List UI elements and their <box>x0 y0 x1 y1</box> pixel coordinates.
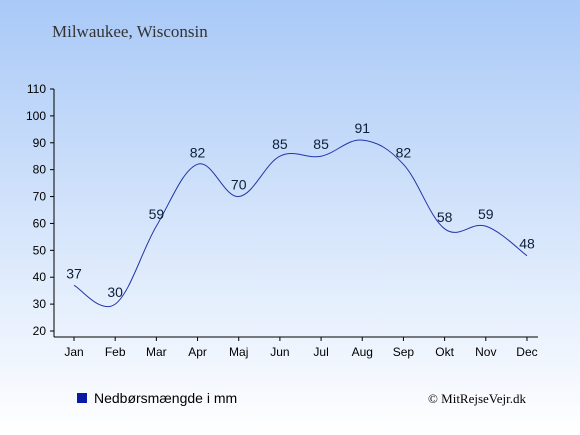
x-tick-label: Jan <box>64 345 83 359</box>
data-point <box>525 254 528 257</box>
series-line <box>73 139 528 307</box>
x-tick-label: Jun <box>270 345 289 359</box>
data-point <box>320 155 323 158</box>
x-tick-label: Mar <box>146 345 167 359</box>
data-point <box>155 225 158 228</box>
x-ticks: Jan Feb Mar Apr Maj Jun Jul Aug Sep Okt Nov Dec <box>64 337 538 359</box>
x-tick-label: Okt <box>435 345 454 359</box>
x-tick-label: Maj <box>229 345 248 359</box>
y-tick-label: 100 <box>26 109 46 123</box>
y-tick-label: 70 <box>33 190 47 204</box>
data-point <box>402 163 405 166</box>
legend-swatch <box>77 393 87 403</box>
y-tick-label: 80 <box>33 163 47 177</box>
data-point <box>196 163 199 166</box>
data-label: 59 <box>149 206 165 222</box>
data-point <box>73 284 76 287</box>
axes <box>53 89 538 338</box>
data-point <box>361 139 364 142</box>
data-point <box>278 155 281 158</box>
x-tick-label: Dec <box>516 345 537 359</box>
y-tick-label: 30 <box>33 297 47 311</box>
y-tick-label: 20 <box>33 324 47 338</box>
data-label: 58 <box>437 209 453 225</box>
y-tick-label: 50 <box>33 243 47 257</box>
data-label: 85 <box>272 136 288 152</box>
y-tick-label: 40 <box>33 270 47 284</box>
data-label: 30 <box>107 284 123 300</box>
x-tick-label: Nov <box>475 345 496 359</box>
x-tick-label: Aug <box>352 345 373 359</box>
x-tick-label: Jul <box>313 345 328 359</box>
x-tick-label: Apr <box>188 345 207 359</box>
data-label: 70 <box>231 177 247 193</box>
data-label: 48 <box>519 236 535 252</box>
series-group <box>73 139 528 307</box>
data-label: 37 <box>66 265 82 281</box>
credit-text: © MitRejseVejr.dk <box>428 391 526 406</box>
x-tick-label: Feb <box>105 345 126 359</box>
data-label: 82 <box>396 144 412 160</box>
y-tick-label: 60 <box>33 216 47 230</box>
y-ticks: 20 30 40 50 60 70 80 90 100 110 <box>26 82 54 338</box>
data-point <box>114 303 117 306</box>
legend-label: Nedbørsmængde i mm <box>94 390 237 406</box>
y-tick-label: 90 <box>33 136 47 150</box>
data-label: 91 <box>354 120 370 136</box>
data-label: 59 <box>478 206 494 222</box>
chart-title: Milwaukee, Wisconsin <box>52 22 208 41</box>
data-point <box>443 227 446 230</box>
data-label: 82 <box>190 144 206 160</box>
data-point <box>237 195 240 198</box>
y-tick-label: 110 <box>27 82 46 96</box>
x-tick-label: Sep <box>393 345 415 359</box>
data-labels: 37 30 59 82 70 85 85 91 82 58 59 48 <box>66 120 535 300</box>
data-point <box>484 225 487 228</box>
data-label: 85 <box>313 136 329 152</box>
